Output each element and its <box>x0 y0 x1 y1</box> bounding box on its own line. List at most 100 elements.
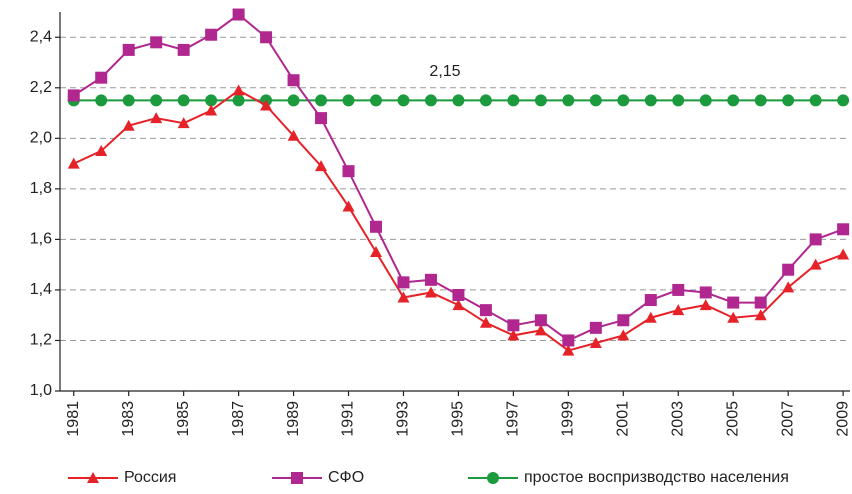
marker <box>370 94 382 107</box>
marker <box>534 324 547 336</box>
marker <box>562 94 575 107</box>
series <box>67 84 850 356</box>
marker <box>589 336 602 348</box>
marker <box>342 94 355 107</box>
marker <box>534 94 547 107</box>
marker <box>727 296 740 309</box>
marker <box>617 329 630 341</box>
legend-marker <box>87 472 99 483</box>
marker <box>232 94 245 107</box>
x-tick-label: 2003 <box>669 401 686 437</box>
x-tick-label: 2001 <box>615 401 632 437</box>
series <box>67 8 850 347</box>
marker <box>562 334 575 347</box>
marker <box>370 246 382 258</box>
marker <box>122 43 135 56</box>
marker <box>452 288 465 301</box>
marker <box>782 94 795 107</box>
marker <box>95 144 108 156</box>
marker <box>507 329 520 341</box>
marker <box>67 89 80 102</box>
x-tick-label: 1987 <box>230 401 247 437</box>
marker <box>342 165 355 178</box>
legend-item: Россия <box>68 469 176 486</box>
x-tick-label: 1989 <box>285 401 302 437</box>
marker <box>562 344 575 356</box>
x-tick-label: 1997 <box>505 401 522 437</box>
marker <box>287 74 300 87</box>
legend-label: СФО <box>328 469 364 486</box>
y-tick-label: 1,0 <box>30 382 52 399</box>
annotation: 2,15 <box>429 63 460 80</box>
legend-item: СФО <box>272 469 364 486</box>
legend-marker <box>291 472 303 484</box>
marker <box>507 94 520 107</box>
marker <box>260 31 273 44</box>
marker <box>177 117 190 129</box>
marker <box>205 94 218 107</box>
marker <box>644 94 657 107</box>
x-tick-label: 2009 <box>834 401 851 437</box>
x-tick-label: 1995 <box>450 401 467 437</box>
marker <box>452 94 465 107</box>
x-tick-label: 1999 <box>560 401 577 437</box>
marker <box>672 304 685 316</box>
marker <box>424 94 437 107</box>
marker <box>205 104 218 116</box>
y-tick-label: 2,0 <box>30 130 52 147</box>
marker <box>150 36 163 49</box>
marker <box>370 220 382 233</box>
marker <box>397 291 410 303</box>
y-tick-label: 1,2 <box>30 332 52 349</box>
y-tick-label: 1,6 <box>30 231 52 248</box>
marker <box>95 71 108 84</box>
marker <box>342 200 355 212</box>
marker <box>809 94 822 107</box>
x-tick-label: 1981 <box>65 401 82 437</box>
marker <box>617 314 630 327</box>
marker <box>534 314 547 327</box>
marker <box>122 94 135 107</box>
marker <box>754 296 767 309</box>
marker <box>287 94 300 107</box>
marker <box>177 43 190 56</box>
marker <box>479 304 492 317</box>
marker <box>837 94 850 107</box>
marker <box>397 276 410 289</box>
marker <box>727 311 740 323</box>
marker <box>479 94 492 107</box>
marker <box>424 273 437 286</box>
marker <box>809 258 822 270</box>
marker <box>315 94 328 107</box>
marker <box>782 263 795 276</box>
marker <box>672 94 685 107</box>
marker <box>479 316 492 328</box>
marker <box>95 94 108 107</box>
x-tick-label: 1993 <box>395 401 412 437</box>
marker <box>699 299 712 311</box>
y-tick-label: 1,4 <box>30 281 52 298</box>
marker <box>644 311 657 323</box>
marker <box>177 94 190 107</box>
legend-item: простое воспризводство населения <box>468 469 789 486</box>
marker <box>809 233 822 246</box>
marker <box>727 94 740 107</box>
legend-marker <box>487 472 499 484</box>
x-tick-label: 1985 <box>175 401 192 437</box>
y-tick-label: 2,4 <box>30 28 52 45</box>
x-tick-label: 2007 <box>779 401 796 437</box>
marker <box>122 119 135 131</box>
marker <box>837 223 850 236</box>
marker <box>205 28 218 41</box>
marker <box>232 8 245 21</box>
series <box>67 94 850 107</box>
marker <box>150 94 163 107</box>
marker <box>150 112 163 124</box>
y-tick-label: 1,8 <box>30 180 52 197</box>
marker <box>397 94 410 107</box>
marker <box>754 94 767 107</box>
marker <box>837 248 850 260</box>
line <box>73 89 844 352</box>
marker <box>452 299 465 311</box>
